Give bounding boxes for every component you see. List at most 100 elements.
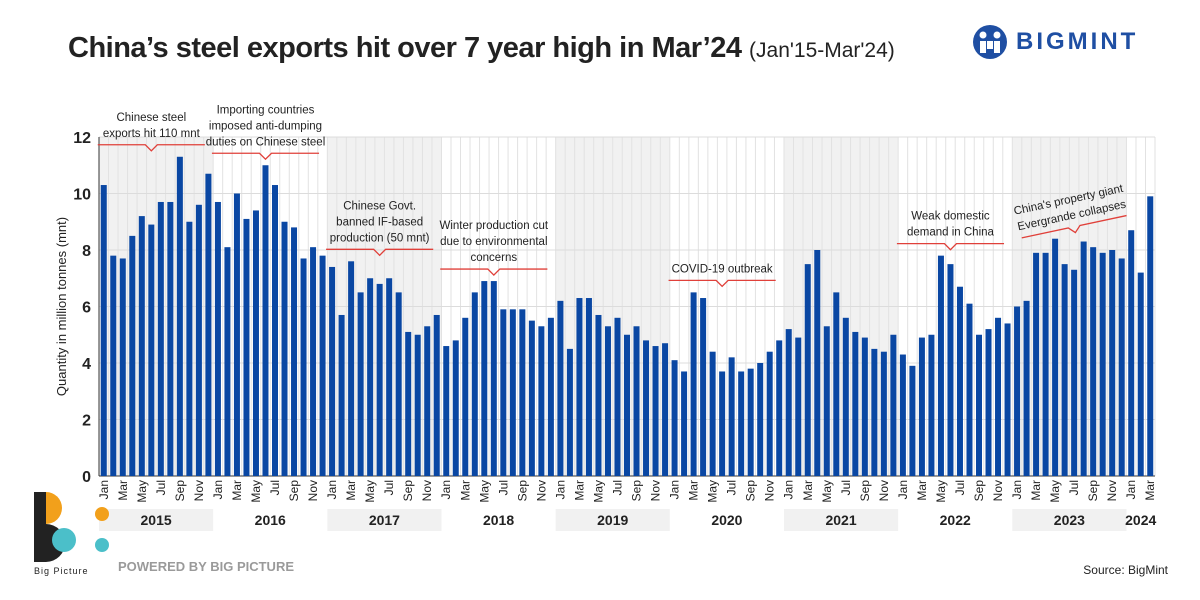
month-label: Sep: [1086, 480, 1100, 502]
bar: [1071, 269, 1078, 476]
month-label: Nov: [991, 480, 1005, 501]
bar: [738, 371, 745, 476]
month-label: Jan: [325, 480, 339, 499]
annotation-bracket: [668, 279, 776, 288]
bar: [671, 360, 678, 476]
y-tick-label: 0: [82, 469, 91, 486]
month-label: Nov: [1105, 480, 1119, 501]
month-label: Jul: [839, 480, 853, 495]
month-label: Jul: [496, 480, 510, 495]
big-picture-label: Big Picture: [34, 566, 89, 576]
bar: [452, 340, 459, 476]
bar: [700, 298, 707, 476]
bar: [1080, 241, 1087, 476]
annotation-text: Chinese steel: [116, 112, 186, 124]
month-label: May: [820, 480, 834, 503]
year-label-2015: 2015: [141, 512, 172, 528]
bar: [167, 201, 174, 476]
bar: [443, 346, 450, 476]
year-label-2017: 2017: [369, 512, 400, 528]
bar: [614, 317, 621, 476]
bar: [871, 348, 878, 476]
annotation-text: Chinese Govt.: [343, 200, 416, 212]
annotation-text: due to environmental: [440, 236, 547, 248]
chart-title: China’s steel exports hit over 7 year hi…: [68, 32, 895, 65]
month-label: Mar: [572, 480, 586, 501]
bar: [747, 368, 754, 476]
bar: [595, 314, 602, 476]
bar: [633, 326, 640, 476]
annotation-text: imposed anti-dumping: [209, 120, 322, 132]
annotation-text: banned IF-based: [336, 216, 423, 228]
year-label-2020: 2020: [711, 512, 742, 528]
bar: [814, 250, 821, 476]
month-label: Mar: [687, 480, 701, 501]
annotation-text: Importing countries: [217, 104, 315, 116]
bar: [148, 224, 155, 476]
annotation-text: production (50 mnt): [330, 232, 430, 244]
bar: [262, 165, 269, 476]
month-label: Mar: [1143, 480, 1157, 501]
year-label-2021: 2021: [825, 512, 856, 528]
y-tick-label: 12: [73, 130, 91, 147]
month-label: Jan: [439, 480, 453, 499]
month-label: May: [477, 480, 491, 503]
bar: [985, 329, 992, 476]
bar: [138, 216, 145, 476]
month-label: Jul: [268, 480, 282, 495]
bar: [414, 334, 421, 476]
bar: [348, 261, 355, 476]
month-label: Jul: [154, 480, 168, 495]
bar: [1052, 238, 1059, 476]
bar: [1147, 196, 1154, 476]
bar: [1118, 258, 1125, 476]
bar: [129, 235, 136, 476]
month-label: Jan: [896, 480, 910, 499]
year-label-2023: 2023: [1054, 512, 1085, 528]
bar: [338, 314, 345, 476]
annotation-text: Weak domestic: [911, 211, 990, 223]
annotation-text: COVID-19 outbreak: [672, 263, 773, 275]
month-label: Nov: [763, 480, 777, 501]
bar: [785, 329, 792, 476]
bar: [899, 354, 906, 476]
bar: [918, 337, 925, 476]
bar: [157, 201, 164, 476]
bar: [500, 309, 507, 476]
bar: [214, 201, 221, 476]
annotation: Weak domestic demand in China: [896, 211, 1005, 251]
year-label-2019: 2019: [597, 512, 628, 528]
bar: [367, 278, 374, 476]
annotation-bracket: [97, 144, 205, 152]
month-label: Jan: [211, 480, 225, 499]
bar: [205, 173, 212, 476]
y-tick-label: 10: [73, 187, 91, 204]
month-label: Nov: [877, 480, 891, 501]
month-label: Jul: [382, 480, 396, 495]
month-label: Sep: [744, 480, 758, 502]
bar: [823, 326, 830, 476]
bar: [795, 337, 802, 476]
bar: [1023, 300, 1030, 476]
year-band: [99, 509, 214, 531]
bar: [833, 292, 840, 476]
month-label: Sep: [287, 480, 301, 502]
bar: [291, 227, 298, 476]
annotation: Importing countries imposed anti-dumping d…: [206, 104, 325, 161]
month-label: Jul: [725, 480, 739, 495]
month-label: Mar: [116, 480, 130, 501]
bar: [852, 331, 859, 476]
year-band: [783, 509, 899, 531]
bar: [195, 204, 202, 477]
bar: [281, 221, 288, 476]
month-label: Sep: [173, 480, 187, 502]
month-label: Sep: [858, 480, 872, 502]
month-label: Jan: [1124, 480, 1138, 499]
bar: [1128, 230, 1135, 476]
month-label: Mar: [1029, 480, 1043, 501]
annotation-bracket: [1021, 214, 1127, 239]
bar: [1137, 272, 1144, 476]
bar: [1033, 252, 1040, 476]
bar: [681, 371, 688, 476]
bar: [462, 317, 469, 476]
